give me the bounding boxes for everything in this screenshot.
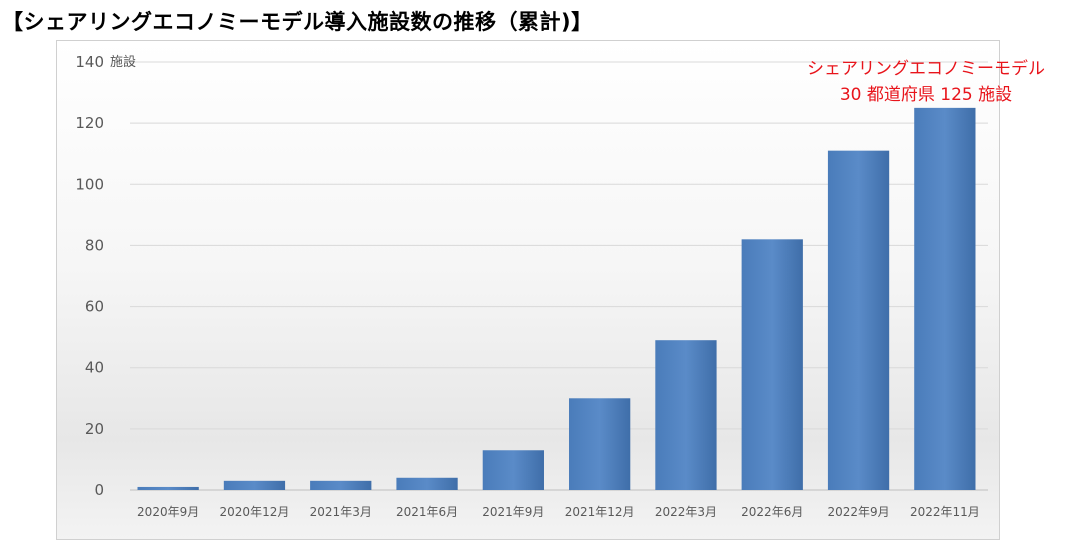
page-title: 【シェアリングエコノミーモデル導入施設数の推移（累計)】 — [2, 10, 593, 34]
bar-2021年3月 — [310, 480, 372, 490]
y-tick-label: 100 — [75, 175, 104, 193]
x-tick-label: 2020年9月 — [137, 505, 199, 519]
bar-2021年12月 — [569, 398, 631, 490]
bar-2020年12月 — [223, 480, 286, 490]
x-tick-label: 2022年3月 — [655, 505, 717, 519]
y-tick-label: 40 — [85, 359, 104, 377]
y-unit-label: 施設 — [110, 54, 136, 70]
bar-2022年6月 — [741, 239, 803, 490]
bar-2022年3月 — [655, 340, 717, 490]
y-tick-label: 20 — [85, 420, 104, 438]
x-tick-label: 2022年11月 — [910, 505, 980, 519]
annotation-line-2: 30 都道府県 125 施設 — [840, 85, 1012, 105]
bars — [137, 107, 976, 490]
y-axis: 0 20 40 60 80 100 120 140 施設 — [75, 53, 136, 499]
y-tick-label: 60 — [85, 298, 104, 316]
y-tick-label: 80 — [85, 236, 104, 254]
y-tick-label: 120 — [75, 114, 104, 132]
y-tick-label: 0 — [94, 481, 104, 499]
y-tick-label: 140 — [75, 53, 104, 71]
x-tick-label: 2021年9月 — [482, 505, 544, 519]
annotation-line-1: シェアリングエコノミーモデル — [807, 58, 1045, 79]
x-tick-label: 2021年12月 — [565, 505, 635, 519]
bar-2020年9月 — [137, 486, 199, 490]
x-tick-label: 2022年6月 — [741, 505, 803, 519]
bar-2022年11月 — [914, 107, 976, 490]
x-tick-label: 2020年12月 — [220, 505, 290, 519]
x-tick-label: 2022年9月 — [827, 505, 889, 519]
bar-2022年9月 — [827, 150, 890, 490]
x-tick-label: 2021年3月 — [310, 505, 372, 519]
bar-2021年9月 — [482, 450, 544, 490]
x-axis: 2020年9月 2020年12月 2021年3月 2021年6月 2021年9月 2021… — [137, 505, 980, 519]
annotation: シェアリングエコノミーモデル 30 都道府県 125 施設 — [807, 58, 1045, 105]
bar-2021年6月 — [396, 477, 458, 490]
x-tick-label: 2021年6月 — [396, 505, 458, 519]
